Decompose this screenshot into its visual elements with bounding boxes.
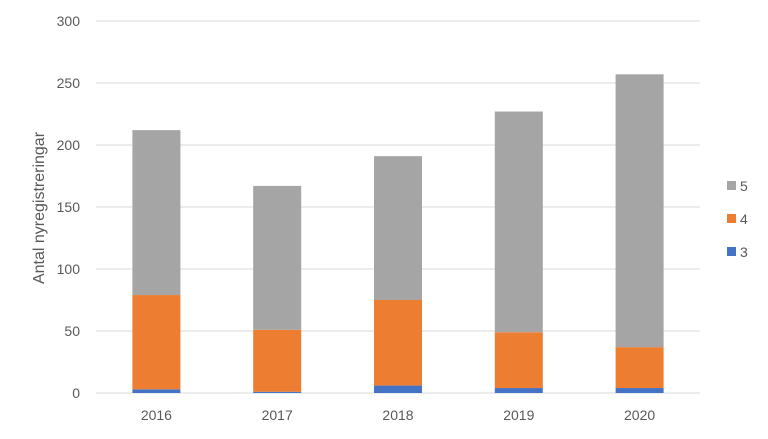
bar-2020-series-4: [615, 347, 664, 389]
legend-label-3: 3: [740, 244, 748, 260]
bars: [132, 74, 664, 393]
x-tick-label-2018: 2018: [382, 407, 413, 423]
y-tick-label-300: 300: [57, 13, 81, 29]
bar-2019-series-5: [494, 111, 543, 333]
legend-swatch-5: [727, 181, 736, 190]
x-tick-label-2016: 2016: [141, 407, 172, 423]
x-tick-label-2019: 2019: [503, 407, 534, 423]
bar-2016-series-3: [132, 389, 181, 393]
bar-2017-series-5: [253, 185, 302, 330]
y-tick-label-200: 200: [57, 137, 81, 153]
bar-2016-series-4: [132, 295, 181, 390]
y-tick-label-250: 250: [57, 75, 81, 91]
bar-2018-series-4: [374, 300, 422, 386]
y-tick-label-50: 50: [64, 323, 80, 339]
y-tick-label-100: 100: [57, 261, 81, 277]
y-tick-label-0: 0: [72, 385, 80, 401]
bar-2020-series-5: [615, 74, 664, 348]
y-axis-ticks: 0 50 100 150 200 250 300: [57, 13, 81, 401]
x-tick-label-2020: 2020: [624, 407, 655, 423]
bar-2017-series-3: [253, 391, 302, 393]
legend-label-5: 5: [740, 178, 748, 194]
legend-swatch-4: [727, 214, 736, 223]
legend-label-4: 4: [740, 211, 748, 227]
bar-2017-series-4: [253, 329, 302, 392]
legend-swatch-3: [727, 247, 736, 256]
bar-2020-series-3: [615, 388, 664, 393]
y-tick-label-150: 150: [57, 199, 81, 215]
bar-2018-series-5: [374, 156, 422, 300]
bar-2019-series-4: [494, 332, 543, 389]
legend: 5 4 3: [727, 178, 748, 260]
bar-2019-series-3: [494, 388, 543, 393]
x-axis-ticks: 2016 2017 2018 2019 2020: [141, 407, 656, 423]
bar-2016-series-5: [132, 130, 181, 296]
bar-2018-series-3: [374, 385, 422, 393]
y-axis-title: Antal nyregistreringar: [31, 131, 48, 284]
x-tick-label-2017: 2017: [262, 407, 293, 423]
